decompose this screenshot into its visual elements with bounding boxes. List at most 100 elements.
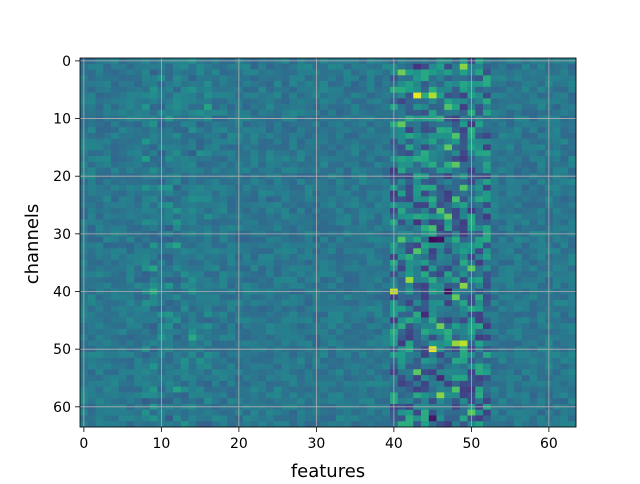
heatmap-cell <box>165 282 174 289</box>
heatmap-cell <box>506 352 515 359</box>
heatmap-cell <box>359 265 368 272</box>
heatmap-cell <box>498 138 507 145</box>
heatmap-cell <box>204 328 213 336</box>
heatmap-cell <box>428 207 437 215</box>
heatmap-cell <box>111 202 120 209</box>
heatmap-cell <box>142 69 151 76</box>
heatmap-cell <box>529 352 538 359</box>
heatmap-cell <box>560 75 569 82</box>
heatmap-cell <box>289 63 298 70</box>
heatmap-cell <box>366 352 375 359</box>
heatmap-cell <box>506 334 515 341</box>
heatmap-cell <box>188 357 197 364</box>
heatmap-cell <box>359 369 368 376</box>
heatmap-cell <box>87 294 96 301</box>
heatmap-cell <box>242 277 251 284</box>
heatmap-cell <box>560 259 569 266</box>
heatmap-cell <box>142 109 151 117</box>
heatmap-cell <box>273 104 282 111</box>
heatmap-cell <box>111 207 120 215</box>
heatmap-cell <box>405 409 414 416</box>
heatmap-cell <box>413 202 422 209</box>
heatmap-cell <box>498 294 507 301</box>
heatmap-cell <box>568 144 577 151</box>
heatmap-cell <box>529 132 538 140</box>
heatmap-cell <box>436 63 445 70</box>
heatmap-cell <box>266 179 275 186</box>
heatmap-cell <box>436 150 445 157</box>
heatmap-cell <box>126 63 135 70</box>
heatmap-cell <box>196 311 205 318</box>
heatmap-cell <box>227 369 236 376</box>
heatmap-cell <box>188 104 197 111</box>
heatmap-cell <box>459 242 468 249</box>
heatmap-cell <box>266 121 275 128</box>
heatmap-cell <box>134 328 143 336</box>
heatmap-cell <box>560 219 569 226</box>
heatmap-cell <box>343 340 352 347</box>
heatmap-cell <box>397 282 406 289</box>
heatmap-cell <box>297 305 306 313</box>
heatmap-cell <box>118 294 127 301</box>
heatmap-cell <box>560 161 569 168</box>
heatmap-cell <box>459 386 468 393</box>
heatmap-cell <box>173 398 182 405</box>
heatmap-cell <box>289 161 298 168</box>
heatmap-cell <box>134 375 143 382</box>
heatmap-cell <box>335 213 344 220</box>
heatmap-cell <box>452 75 461 82</box>
heatmap-cell <box>134 104 143 111</box>
heatmap-cell <box>374 259 383 266</box>
heatmap-cell <box>382 265 391 272</box>
heatmap-cell <box>328 317 337 324</box>
heatmap-cell <box>328 132 337 140</box>
heatmap-cell <box>273 398 282 405</box>
heatmap-cell <box>351 63 360 70</box>
heatmap-cell <box>258 63 267 70</box>
heatmap-cell <box>506 81 515 88</box>
heatmap-cell <box>258 375 267 382</box>
heatmap-cell <box>421 363 430 370</box>
heatmap-cell <box>320 305 329 313</box>
heatmap-cell <box>149 75 158 82</box>
heatmap-cell <box>560 317 569 324</box>
heatmap-cell <box>359 259 368 266</box>
heatmap-cell <box>475 323 484 330</box>
heatmap-cell <box>304 392 313 399</box>
heatmap-cell <box>506 75 515 82</box>
heatmap-cell <box>103 121 112 128</box>
heatmap-cell <box>498 104 507 111</box>
x-axis-label: features <box>291 461 365 480</box>
heatmap-cell <box>165 86 174 93</box>
heatmap-cell <box>304 104 313 111</box>
heatmap-cell <box>498 75 507 82</box>
heatmap-cell <box>103 225 112 232</box>
heatmap-cell <box>149 121 158 128</box>
heatmap-cell <box>452 109 461 117</box>
heatmap-cell <box>490 323 499 330</box>
heatmap-cell <box>428 317 437 324</box>
heatmap-cell <box>126 92 135 99</box>
heatmap-cell <box>320 380 329 387</box>
heatmap-cell <box>142 317 151 324</box>
heatmap-cell <box>196 219 205 226</box>
heatmap-cell <box>436 127 445 134</box>
heatmap-cell <box>498 265 507 272</box>
heatmap-cell <box>95 300 104 307</box>
heatmap-cell <box>452 271 461 278</box>
heatmap-cell <box>87 207 96 215</box>
heatmap-cell <box>304 225 313 232</box>
heatmap-cell <box>351 415 360 422</box>
heatmap-cell <box>103 179 112 186</box>
heatmap-cell <box>421 190 430 197</box>
heatmap-cell <box>180 202 189 209</box>
heatmap-cell <box>250 265 259 272</box>
heatmap-cell <box>506 179 515 186</box>
heatmap-cell <box>514 328 523 336</box>
heatmap-cell <box>498 398 507 405</box>
heatmap-cell <box>328 340 337 347</box>
heatmap-cell <box>514 392 523 399</box>
heatmap-cell <box>227 363 236 370</box>
heatmap-cell <box>281 86 290 93</box>
heatmap-cell <box>498 63 507 70</box>
